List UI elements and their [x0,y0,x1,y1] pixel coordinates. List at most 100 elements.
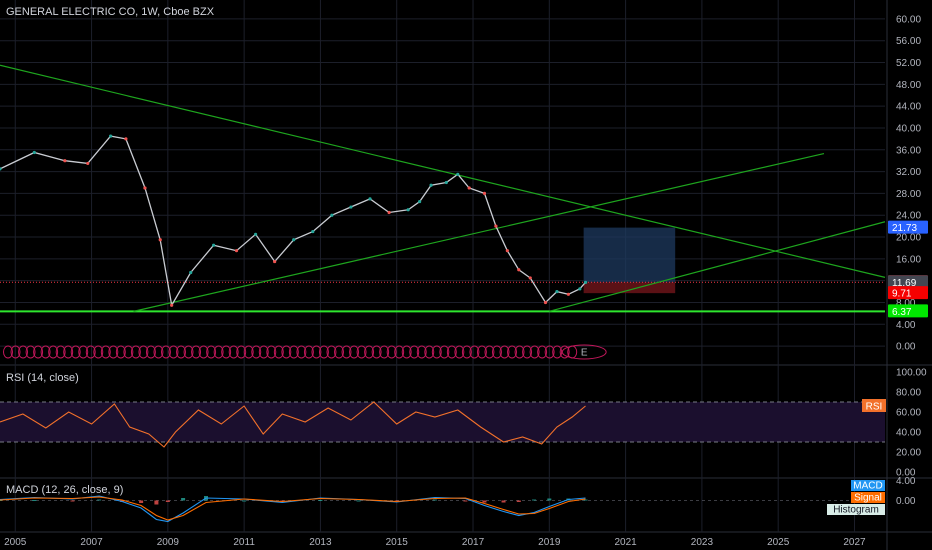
earnings-marker[interactable] [409,345,420,359]
price-tick-label: 40.00 [896,123,921,134]
earnings-marker[interactable] [228,345,239,359]
earnings-marker[interactable] [85,345,96,359]
macd-histogram-bar [463,500,468,502]
earnings-marker[interactable] [333,345,344,359]
earnings-marker[interactable] [63,345,74,359]
earnings-marker[interactable] [394,345,405,359]
earnings-marker[interactable] [446,345,457,359]
price-point [349,205,353,209]
earnings-marker[interactable] [55,345,66,359]
earnings-marker[interactable] [18,345,29,359]
earnings-marker[interactable] [236,345,247,359]
earnings-marker[interactable] [552,345,563,359]
earnings-marker[interactable] [379,345,390,359]
earnings-marker[interactable] [281,345,292,359]
earnings-marker[interactable] [123,345,134,359]
earnings-marker[interactable] [371,345,382,359]
earnings-marker[interactable] [198,345,209,359]
earnings-marker[interactable] [311,345,322,359]
earnings-marker[interactable] [561,344,607,360]
earnings-marker[interactable] [476,345,487,359]
price-badge-label: 6.37 [892,307,912,318]
earnings-marker[interactable] [461,345,472,359]
price-point [158,238,162,242]
price-badge [888,275,928,289]
trend-line[interactable] [549,221,886,312]
earnings-marker[interactable] [431,345,442,359]
earnings-marker[interactable] [529,345,540,359]
earnings-marker[interactable] [138,345,149,359]
rsi-pane[interactable]: RSI [0,399,886,448]
position-target-zone[interactable] [583,227,676,283]
earnings-marker[interactable] [288,345,299,359]
rsi-line[interactable] [0,401,586,448]
price-point [494,224,498,228]
position-stop-zone[interactable] [583,282,676,294]
earnings-marker[interactable] [318,345,329,359]
earnings-marker[interactable] [168,345,179,359]
earnings-marker[interactable] [153,345,164,359]
earnings-marker[interactable] [364,345,375,359]
trend-line[interactable] [133,153,825,312]
earnings-marker[interactable] [25,345,36,359]
earnings-marker[interactable] [349,345,360,359]
signal-line[interactable] [0,496,586,521]
earnings-marker[interactable] [191,345,202,359]
earnings-marker[interactable] [273,345,284,359]
earnings-marker[interactable] [78,345,89,359]
earnings-marker[interactable] [454,345,465,359]
price-axis[interactable]: 60.00 56.00 52.00 48.00 44.00 40.00 36.00 32.00… [888,14,928,507]
earnings-marker[interactable] [100,345,111,359]
earnings-marker[interactable] [10,345,21,359]
earnings-marker[interactable] [424,345,435,359]
earnings-marker[interactable] [33,345,44,359]
earnings-marker[interactable] [3,345,13,359]
earnings-marker[interactable] [108,345,119,359]
earnings-marker[interactable] [386,345,397,359]
earnings-marker[interactable] [70,345,81,359]
price-point [212,243,216,247]
earnings-marker[interactable] [537,345,548,359]
earnings-marker[interactable] [522,345,533,359]
earnings-marker[interactable] [93,345,104,359]
earnings-marker[interactable] [296,345,307,359]
earnings-marker[interactable] [499,345,510,359]
earnings-marker[interactable] [326,345,337,359]
earnings-marker[interactable] [469,345,480,359]
earnings-marker[interactable] [243,345,254,359]
earnings-marker[interactable] [115,345,126,359]
earnings-marker[interactable] [439,345,450,359]
price-series-line[interactable] [0,135,586,308]
time-axis[interactable]: 2005 2007 2009 2011 2013 2015 2017 2019 2021 2023… [4,537,866,548]
earnings-marker[interactable] [40,345,51,359]
earnings-marker[interactable] [176,345,187,359]
trend-line[interactable] [0,64,886,278]
earnings-marker[interactable] [213,345,224,359]
earnings-marker[interactable] [303,345,314,359]
price-point [0,167,2,171]
earnings-marker[interactable] [484,345,495,359]
price-pane[interactable]: E [0,64,886,360]
earnings-marker[interactable] [130,345,141,359]
earnings-marker[interactable] [491,345,502,359]
price-badge-label: 11.69 [892,278,917,289]
earnings-marker[interactable] [559,345,570,359]
earnings-marker[interactable] [251,345,262,359]
earnings-marker[interactable] [266,345,277,359]
earnings-marker[interactable] [507,345,518,359]
earnings-marker[interactable] [145,345,156,359]
earnings-marker[interactable] [514,345,525,359]
earnings-marker[interactable] [206,345,217,359]
earnings-marker[interactable] [544,345,555,359]
earnings-marker[interactable] [183,345,194,359]
earnings-marker[interactable] [416,345,427,359]
earnings-marker[interactable] [160,345,171,359]
earnings-marker[interactable] [48,345,59,359]
earnings-marker[interactable] [258,345,269,359]
earnings-marker[interactable] [401,345,412,359]
earnings-marker[interactable] [341,345,352,359]
earnings-marker[interactable] [221,345,232,359]
earnings-marker[interactable] [356,345,367,359]
